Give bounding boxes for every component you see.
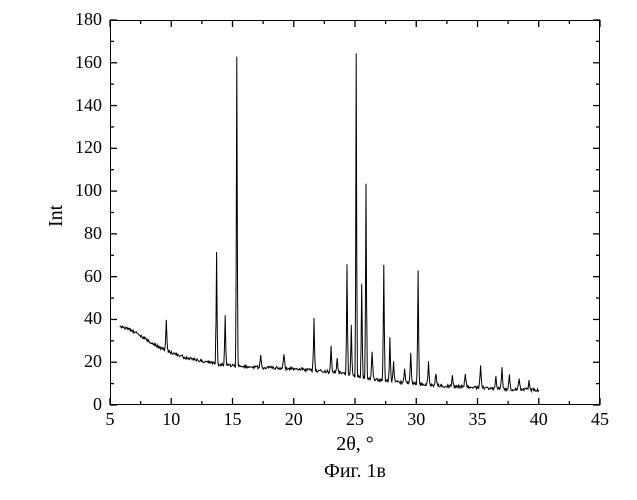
y-tick-label: 20 [62,351,102,372]
y-tick-label: 160 [62,52,102,73]
y-tick-label: 0 [62,394,102,415]
x-tick-label: 45 [580,409,620,430]
x-tick-label: 40 [519,409,559,430]
x-tick-label: 25 [335,409,375,430]
figure: Int 2θ, ° Фиг. 1в 5101520253035404502040… [0,0,637,500]
y-tick-label: 60 [62,266,102,287]
x-axis-label: 2θ, ° [325,433,385,456]
y-tick-label: 120 [62,137,102,158]
y-tick-label: 80 [62,223,102,244]
x-tick-label: 35 [458,409,498,430]
y-tick-label: 180 [62,9,102,30]
x-tick-label: 20 [274,409,314,430]
y-tick-label: 140 [62,95,102,116]
y-tick-label: 100 [62,180,102,201]
x-tick-label: 15 [213,409,253,430]
x-tick-label: 10 [151,409,191,430]
y-tick-label: 40 [62,308,102,329]
x-tick-label: 30 [396,409,436,430]
figure-caption: Фиг. 1в [305,460,405,483]
